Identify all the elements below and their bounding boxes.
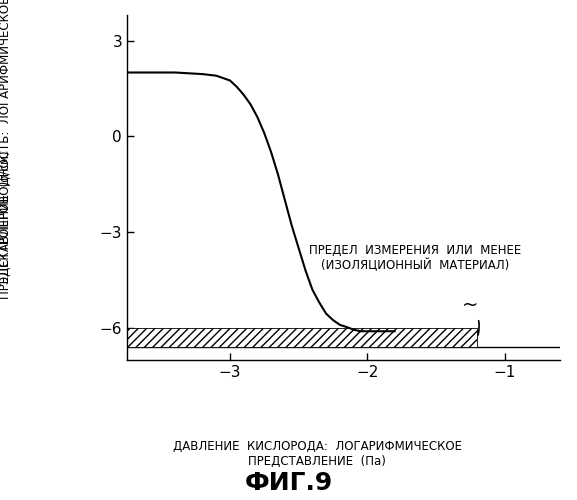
Text: ЭЛЕКТРОПРОВОДНОСТЬ:  ЛОГАРИФМИЧЕСКОЕ: ЭЛЕКТРОПРОВОДНОСТЬ: ЛОГАРИФМИЧЕСКОЕ bbox=[0, 0, 12, 284]
Text: ~: ~ bbox=[462, 296, 479, 335]
Text: ФИГ.9: ФИГ.9 bbox=[245, 471, 332, 495]
Text: ПРЕДСТАВЛЕНИЕ  (σ/см): ПРЕДСТАВЛЕНИЕ (σ/см) bbox=[0, 150, 12, 300]
Text: ПРЕДЕЛ  ИЗМЕРЕНИЯ  ИЛИ  МЕНЕЕ
(ИЗОЛЯЦИОННЫЙ  МАТЕРИАЛ): ПРЕДЕЛ ИЗМЕРЕНИЯ ИЛИ МЕНЕЕ (ИЗОЛЯЦИОННЫЙ… bbox=[309, 244, 522, 272]
Text: ДАВЛЕНИЕ  КИСЛОРОДА:  ЛОГАРИФМИЧЕСКОЕ
ПРЕДСТАВЛЕНИЕ  (Па): ДАВЛЕНИЕ КИСЛОРОДА: ЛОГАРИФМИЧЕСКОЕ ПРЕД… bbox=[173, 440, 462, 468]
